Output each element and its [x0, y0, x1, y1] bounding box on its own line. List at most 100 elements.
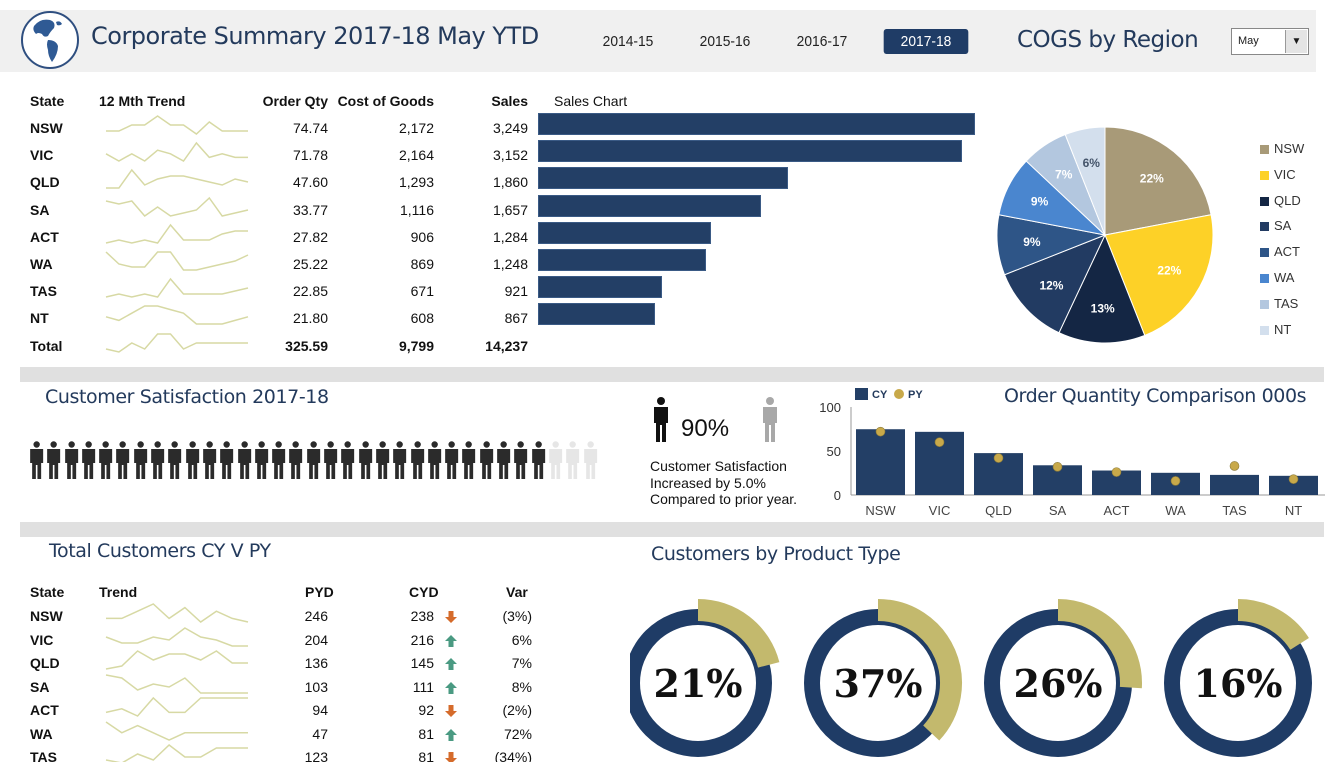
legend-label: SA	[1274, 218, 1292, 234]
row-order-qty: 33.77	[292, 201, 328, 218]
person-filled-icon	[133, 441, 147, 479]
legend-label: QLD	[1274, 192, 1301, 208]
sales-bar	[538, 303, 655, 326]
donut-filled-arc	[697, 599, 780, 668]
trend-sparkline	[105, 251, 249, 271]
satisfaction-note: Customer Satisfaction Increased by 5.0% …	[650, 458, 797, 508]
trend-sparkline	[105, 305, 249, 326]
person-filled-icon	[462, 441, 476, 479]
legend-swatch	[1260, 274, 1269, 283]
row-cyd: 92	[418, 702, 434, 718]
person-filled-icon	[410, 441, 424, 479]
year-tab-2016-17[interactable]: 2016-17	[796, 33, 848, 50]
y-tick-label: 50	[827, 444, 841, 459]
trend-sparkline	[105, 332, 248, 353]
year-tab-2014-15[interactable]: 2014-15	[602, 33, 654, 50]
person-filled-icon	[427, 441, 441, 479]
sales-bar	[538, 221, 711, 244]
row-cyd: 81	[418, 749, 434, 762]
sales-chart-title: Sales Chart	[554, 93, 628, 109]
row-state: WA	[30, 256, 53, 272]
person-outline-icon	[763, 397, 777, 442]
row-cyd: 145	[410, 655, 434, 671]
row-cogs: 906	[410, 228, 434, 245]
person-filled-icon	[289, 441, 303, 479]
py-marker	[993, 453, 1004, 463]
legend-swatch	[1260, 299, 1269, 309]
x-tick-label: TAS	[1222, 503, 1247, 518]
pie-slice-label: 22%	[1140, 171, 1164, 185]
row-cogs: 1,116	[400, 201, 434, 218]
row-cogs: 1,293	[398, 174, 434, 191]
arrow-up-icon	[445, 728, 457, 741]
donut-label: 21%	[654, 661, 743, 706]
year-tab-2017-18[interactable]: 2017-18	[883, 29, 969, 54]
donut-label: 26%	[1014, 661, 1103, 706]
header-state: State	[30, 584, 65, 600]
row-state: QLD	[30, 174, 60, 191]
trend-sparkline	[106, 169, 249, 190]
row-sales: 1,860	[492, 174, 528, 191]
row-state: VIC	[30, 631, 54, 648]
total-sales: 14,237	[485, 337, 528, 354]
row-cogs: 2,164	[398, 147, 434, 164]
sales-bar	[538, 167, 789, 190]
arrow-up-icon	[445, 681, 457, 694]
row-pyd: 246	[304, 608, 328, 624]
trend-sparkline	[105, 141, 248, 163]
trend-sparkline	[105, 673, 248, 694]
pie-slice-label: 22%	[1157, 263, 1181, 277]
py-marker	[1229, 461, 1240, 471]
trend-sparkline	[105, 744, 248, 762]
person-filled-icon	[64, 441, 78, 479]
globe-icon	[21, 11, 79, 69]
header-trend: 12 Mth Trend	[99, 93, 186, 109]
person-filled-icon	[531, 441, 545, 479]
trend-sparkline	[105, 277, 249, 299]
person-filled-icon	[255, 441, 269, 479]
year-tab-2015-16[interactable]: 2015-16	[699, 33, 751, 50]
row-pyd: 94	[312, 702, 328, 718]
trend-sparkline	[105, 626, 248, 647]
row-cogs: 671	[410, 283, 434, 300]
pie-slice-label: 7%	[1055, 167, 1073, 181]
pie-slice-label: 9%	[1031, 195, 1049, 209]
row-state: VIC	[30, 147, 54, 164]
trend-sparkline	[106, 603, 249, 623]
row-order-qty: 27.82	[292, 228, 328, 245]
row-pyd: 47	[312, 725, 328, 742]
trend-sparkline	[105, 223, 248, 244]
person-filled-icon	[514, 441, 528, 479]
row-state: SA	[30, 678, 50, 695]
legend-label: WA	[1274, 270, 1295, 285]
row-sales: 1,284	[492, 228, 528, 245]
person-filled-icon	[324, 441, 338, 479]
note-line: Compared to prior year.	[650, 491, 798, 507]
person-filled-icon	[30, 441, 44, 479]
row-cogs: 869	[410, 256, 434, 272]
row-sales: 3,152	[492, 147, 528, 164]
trend-sparkline	[105, 696, 248, 717]
header-cyd: CYD	[409, 584, 439, 600]
cy-bar	[856, 429, 905, 495]
row-sales: 921	[504, 283, 528, 300]
trend-sparkline	[106, 115, 248, 135]
customer-satisfaction-title: Customer Satisfaction 2017-18	[45, 386, 329, 408]
row-var: 7%	[511, 655, 532, 671]
row-cogs: 608	[410, 310, 434, 327]
product-type-title: Customers by Product Type	[651, 543, 901, 565]
row-cyd: 238	[410, 608, 434, 624]
total-cogs: 9,799	[398, 337, 434, 354]
pie-slice-label: 9%	[1023, 235, 1041, 249]
person-filled-icon	[220, 441, 234, 479]
y-tick-label: 100	[819, 400, 841, 415]
trend-sparkline	[105, 196, 249, 217]
header-trend: Trend	[99, 584, 138, 600]
row-order-qty: 71.78	[292, 147, 328, 164]
month-select[interactable]: May ▼	[1231, 28, 1309, 55]
py-marker	[1170, 476, 1181, 486]
arrow-up-icon	[445, 658, 457, 670]
note-line: Customer Satisfaction	[650, 458, 787, 474]
chevron-down-icon[interactable]: ▼	[1285, 30, 1307, 53]
row-sales: 867	[504, 310, 528, 327]
